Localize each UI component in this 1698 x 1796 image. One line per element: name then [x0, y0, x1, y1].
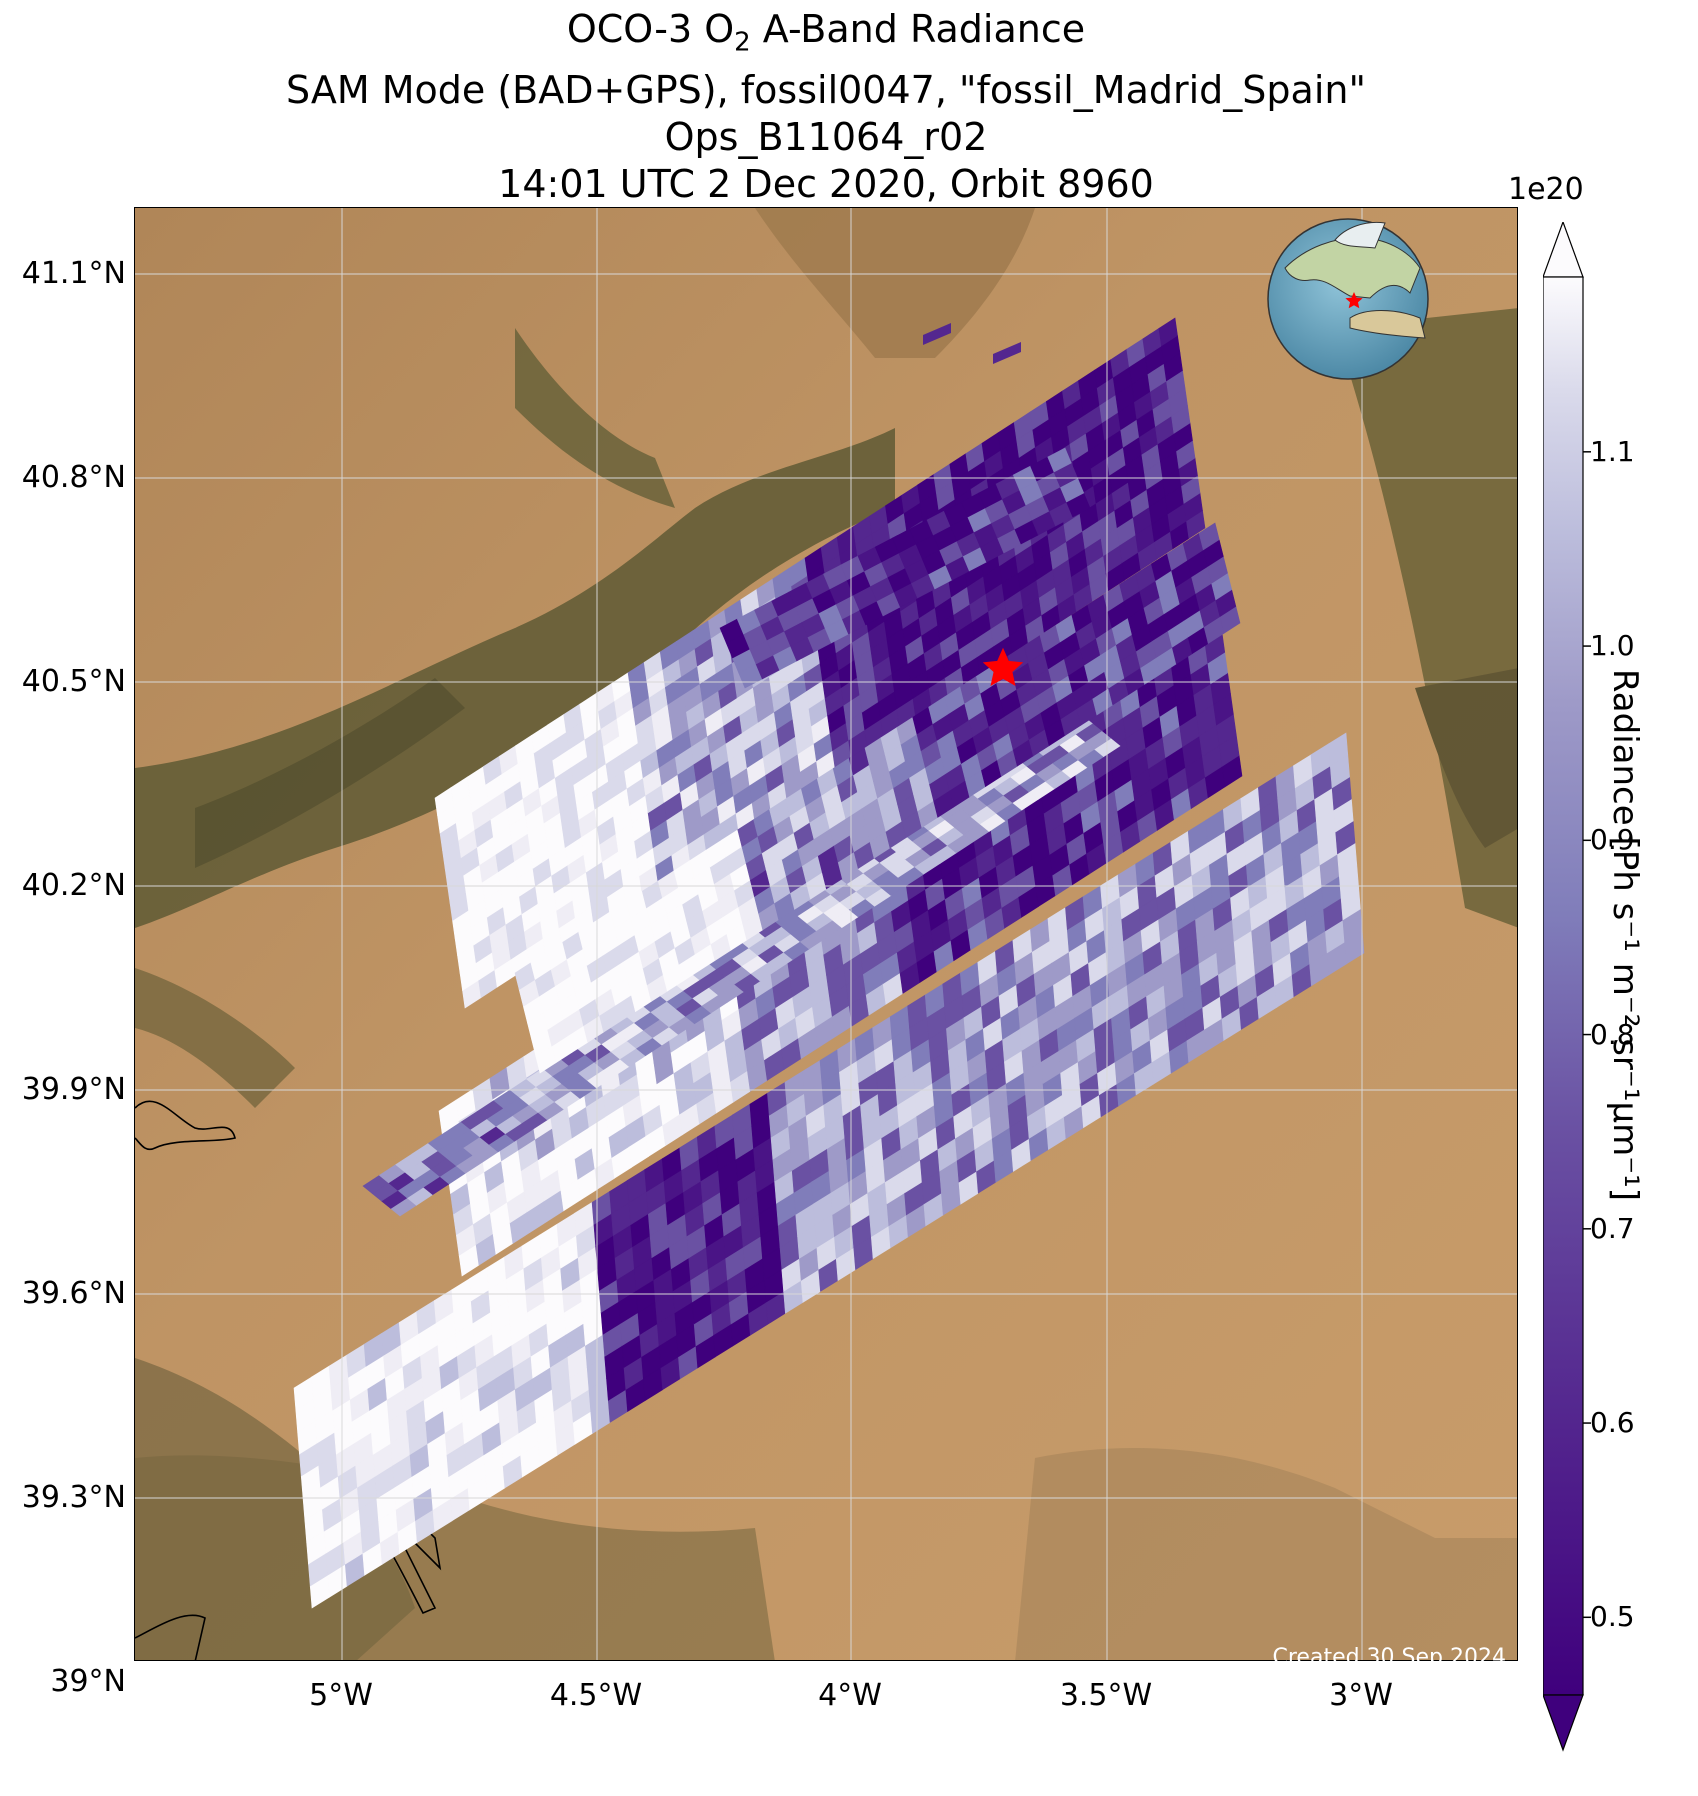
colorbar-tick-label: 0.8 — [1590, 1017, 1635, 1051]
terrain-features — [135, 208, 1517, 1660]
colorbar-extend-max — [1543, 222, 1584, 278]
title-line-1: OCO-3 O2 A-Band Radiance — [566, 7, 1086, 58]
radiance-cell — [1158, 317, 1178, 347]
created-date: Created 30 Sep 2024 — [1272, 1645, 1507, 1670]
colorbar-tick-label: 1.0 — [1590, 629, 1635, 663]
lon-tick-label: 3°W — [1329, 1678, 1393, 1713]
lat-tick-label: 40.2°N — [21, 868, 126, 903]
target-star-marker — [982, 647, 1024, 686]
colorbar-tick-label: 0.7 — [1590, 1211, 1635, 1245]
lat-tick-label: 39.6°N — [21, 1276, 126, 1311]
gridlines — [135, 208, 1517, 1660]
radiance-cell — [993, 342, 1021, 364]
source-credit: Source: NASA/JPL-Caltech — [1224, 1673, 1506, 1698]
radiance-swaths — [293, 317, 1365, 1609]
colorbar-extend-min — [1543, 1694, 1584, 1752]
globe-inset — [1267, 218, 1429, 380]
satellite-map — [135, 208, 1517, 1660]
colorbar-tick-label: 1.1 — [1590, 434, 1635, 468]
lon-tick-label: 4°W — [818, 1678, 882, 1713]
radiance-cell — [923, 323, 951, 345]
map-panel — [134, 207, 1518, 1661]
colorbar — [1543, 222, 1591, 1752]
lat-tick-label: 41.1°N — [21, 256, 126, 291]
colorbar-gradient — [1543, 276, 1584, 1696]
lat-tick-label: 39.9°N — [21, 1072, 126, 1107]
colorbar-tick-label: 0.9 — [1590, 823, 1635, 857]
radiance-cell — [1198, 522, 1220, 551]
globe-star-icon — [1345, 292, 1363, 309]
lon-tick-label: 4.5°W — [549, 1678, 643, 1713]
title-line-4: 14:01 UTC 2 Dec 2020, Orbit 8960 — [498, 161, 1154, 206]
title-line-3: Ops_B11064_r02 — [664, 114, 988, 159]
credit-text: Created 30 Sep 2024 Source: NASA/JPL-Cal… — [1225, 1644, 1506, 1700]
lat-tick-label: 39°N — [50, 1664, 126, 1699]
colorbar-tick-label: 0.6 — [1590, 1406, 1635, 1440]
radiance-cell — [1047, 447, 1072, 473]
lat-tick-label: 40.5°N — [21, 664, 126, 699]
lon-tick-label: 5°W — [309, 1678, 373, 1713]
colorbar-tick-label: 0.5 — [1590, 1600, 1635, 1634]
title-line-2: SAM Mode (BAD+GPS), fossil0047, "fossil_… — [286, 67, 1366, 112]
lat-tick-label: 40.8°N — [21, 460, 126, 495]
colorbar-label-text: Radiance [Ph s⁻¹ m⁻² sr⁻¹μm⁻¹] — [1605, 668, 1645, 1202]
lon-tick-label: 3.5°W — [1059, 1678, 1153, 1713]
radiance-cell — [1328, 732, 1349, 767]
figure-title: OCO-3 O2 A-Band Radiance SAM Mode (BAD+G… — [134, 6, 1518, 208]
colorbar-exponent: 1e20 — [1508, 172, 1584, 207]
lat-tick-label: 39.3°N — [21, 1480, 126, 1515]
